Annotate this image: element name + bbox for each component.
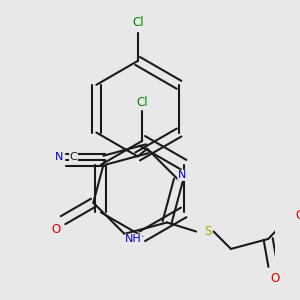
Text: Cl: Cl — [136, 96, 148, 109]
Text: C: C — [70, 152, 77, 162]
Text: O: O — [270, 272, 279, 285]
Text: N: N — [55, 152, 63, 162]
Text: S: S — [204, 225, 212, 238]
Text: Cl: Cl — [132, 16, 143, 29]
Text: N: N — [178, 170, 186, 180]
Text: O: O — [296, 209, 300, 222]
Text: NH: NH — [125, 234, 142, 244]
Text: O: O — [51, 223, 60, 236]
